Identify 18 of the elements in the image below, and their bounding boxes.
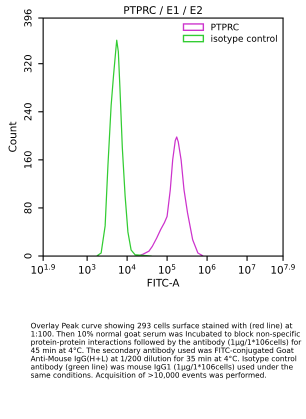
y-tick-label: 396 <box>24 9 32 27</box>
x-axis-title: FITC-A <box>148 278 180 287</box>
x-tick-label: 10$^{7}$ <box>239 264 256 274</box>
y-tick-label: 240 <box>24 103 32 120</box>
x-tick-label: 10$^{5}$ <box>159 264 176 274</box>
x-tick-label: 10$^{7.9}$ <box>272 264 295 274</box>
y-tick-label: 160 <box>24 151 32 168</box>
legend-label: isotype control <box>211 34 277 44</box>
y-tick-label: 80 <box>24 202 32 214</box>
x-tick-label: 10$^{4}$ <box>119 264 136 274</box>
y-tick-label: 0 <box>24 254 32 258</box>
x-tick-label: 10$^{1.9}$ <box>32 264 55 274</box>
chart-title: PTPRC / E1 / E2 <box>124 6 202 15</box>
y-axis-title: Count <box>8 122 16 152</box>
legend-label: PTPRC <box>211 24 239 30</box>
y-tick-label: 320 <box>24 55 32 72</box>
x-tick-label: 10$^{6}$ <box>199 264 216 274</box>
x-tick-label: 10$^{3}$ <box>79 264 96 274</box>
